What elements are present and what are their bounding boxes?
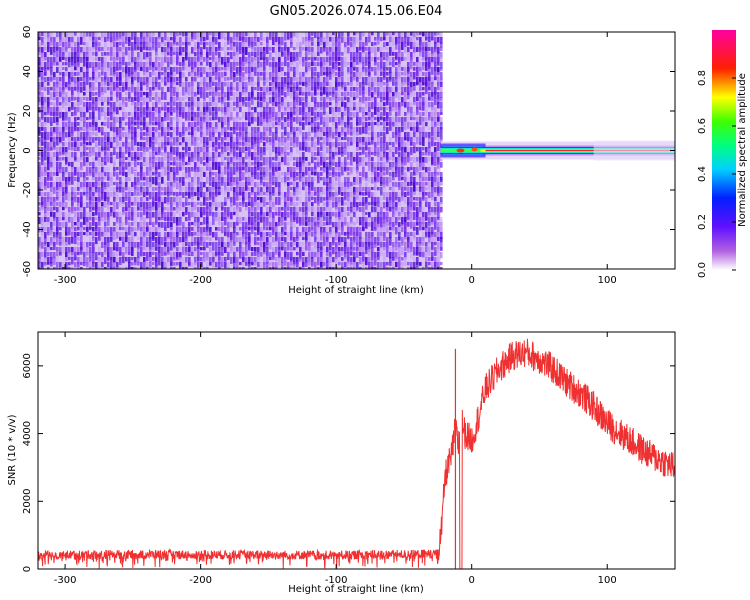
colorbar-label: Normalized spectral amplitude (737, 73, 748, 227)
colorbar: 0.0 0.2 0.4 0.6 0.8 Normalized spectral ampl… (697, 30, 748, 278)
snr-y-tick-label: 4000 (22, 421, 33, 446)
snr-x-tick-label: -200 (189, 575, 212, 586)
snr-x-tick-label: -100 (325, 575, 348, 586)
snr-y-tick-label: 0 (22, 566, 33, 572)
spectrogram-x-tick-label: 100 (598, 275, 617, 286)
spectrogram-y-axis: -60 -40 -20 0 20 40 60 (22, 26, 675, 277)
colorbar-axis: 0.0 0.2 0.4 0.6 0.8 (697, 70, 736, 278)
carrier-late-halo (593, 140, 675, 161)
snr-x-axis-label: Height of straight line (km) (288, 584, 424, 595)
snr-y-axis-label: SNR (10 * v/v) (7, 414, 18, 485)
snr-plot-area (38, 332, 675, 569)
spectrogram-y-tick-label: 20 (22, 105, 33, 118)
spectrogram-carrier-band (440, 140, 675, 161)
colorbar-tick-label: 0.4 (697, 166, 708, 182)
spectrogram-noise-cells (38, 32, 443, 269)
spectrogram-y-tick-label: 0 (22, 147, 33, 153)
snr-x-tick-label: 0 (469, 575, 475, 586)
spectrogram-y-tick-label: -60 (22, 261, 33, 277)
snr-x-tick-label: -300 (54, 575, 77, 586)
snr-frame (37, 331, 676, 570)
spectrogram-x-axis: -300 -200 -100 0 100 (54, 32, 617, 286)
colorbar-tick-label: 0.2 (697, 214, 708, 230)
carrier-hotspot (456, 148, 465, 153)
spectrogram-y-tick-label: -40 (22, 221, 33, 237)
snr-y-tick-label: 6000 (22, 353, 33, 378)
spectrogram-y-tick-label: 40 (22, 65, 33, 78)
snr-y-axis: 0 2000 4000 6000 (22, 353, 675, 572)
chart-title: GN05.2026.074.15.06.E04 (270, 4, 443, 19)
colorbar-tick-label: 0.0 (697, 262, 708, 278)
spectrogram-x-tick-label: -100 (325, 275, 348, 286)
carrier-hotspot (471, 147, 478, 152)
spectrogram-y-tick-label: 60 (22, 26, 33, 39)
colorbar-tick-label: 0.8 (697, 70, 708, 86)
spectrogram-x-tick-label: 0 (469, 275, 475, 286)
colorbar-gradient (712, 30, 736, 270)
spectrogram-x-axis-label: Height of straight line (km) (288, 285, 424, 296)
colorbar-tick-label: 0.6 (697, 118, 708, 134)
snr-series-line (38, 338, 675, 569)
spectrogram-x-tick-label: -200 (189, 275, 212, 286)
snr-x-axis: -300 -200 -100 0 100 (54, 332, 617, 586)
spectrogram-x-tick-label: -300 (54, 275, 77, 286)
snr-x-tick-label: 100 (598, 575, 617, 586)
spectrogram-noise-region (38, 32, 443, 269)
spectrogram-y-tick-label: -20 (22, 182, 33, 198)
snr-series-path (38, 338, 675, 569)
snr-y-tick-label: 2000 (22, 489, 33, 514)
spectrogram-y-axis-label: Frequency (Hz) (7, 112, 18, 188)
carrier-red-core (485, 149, 675, 152)
